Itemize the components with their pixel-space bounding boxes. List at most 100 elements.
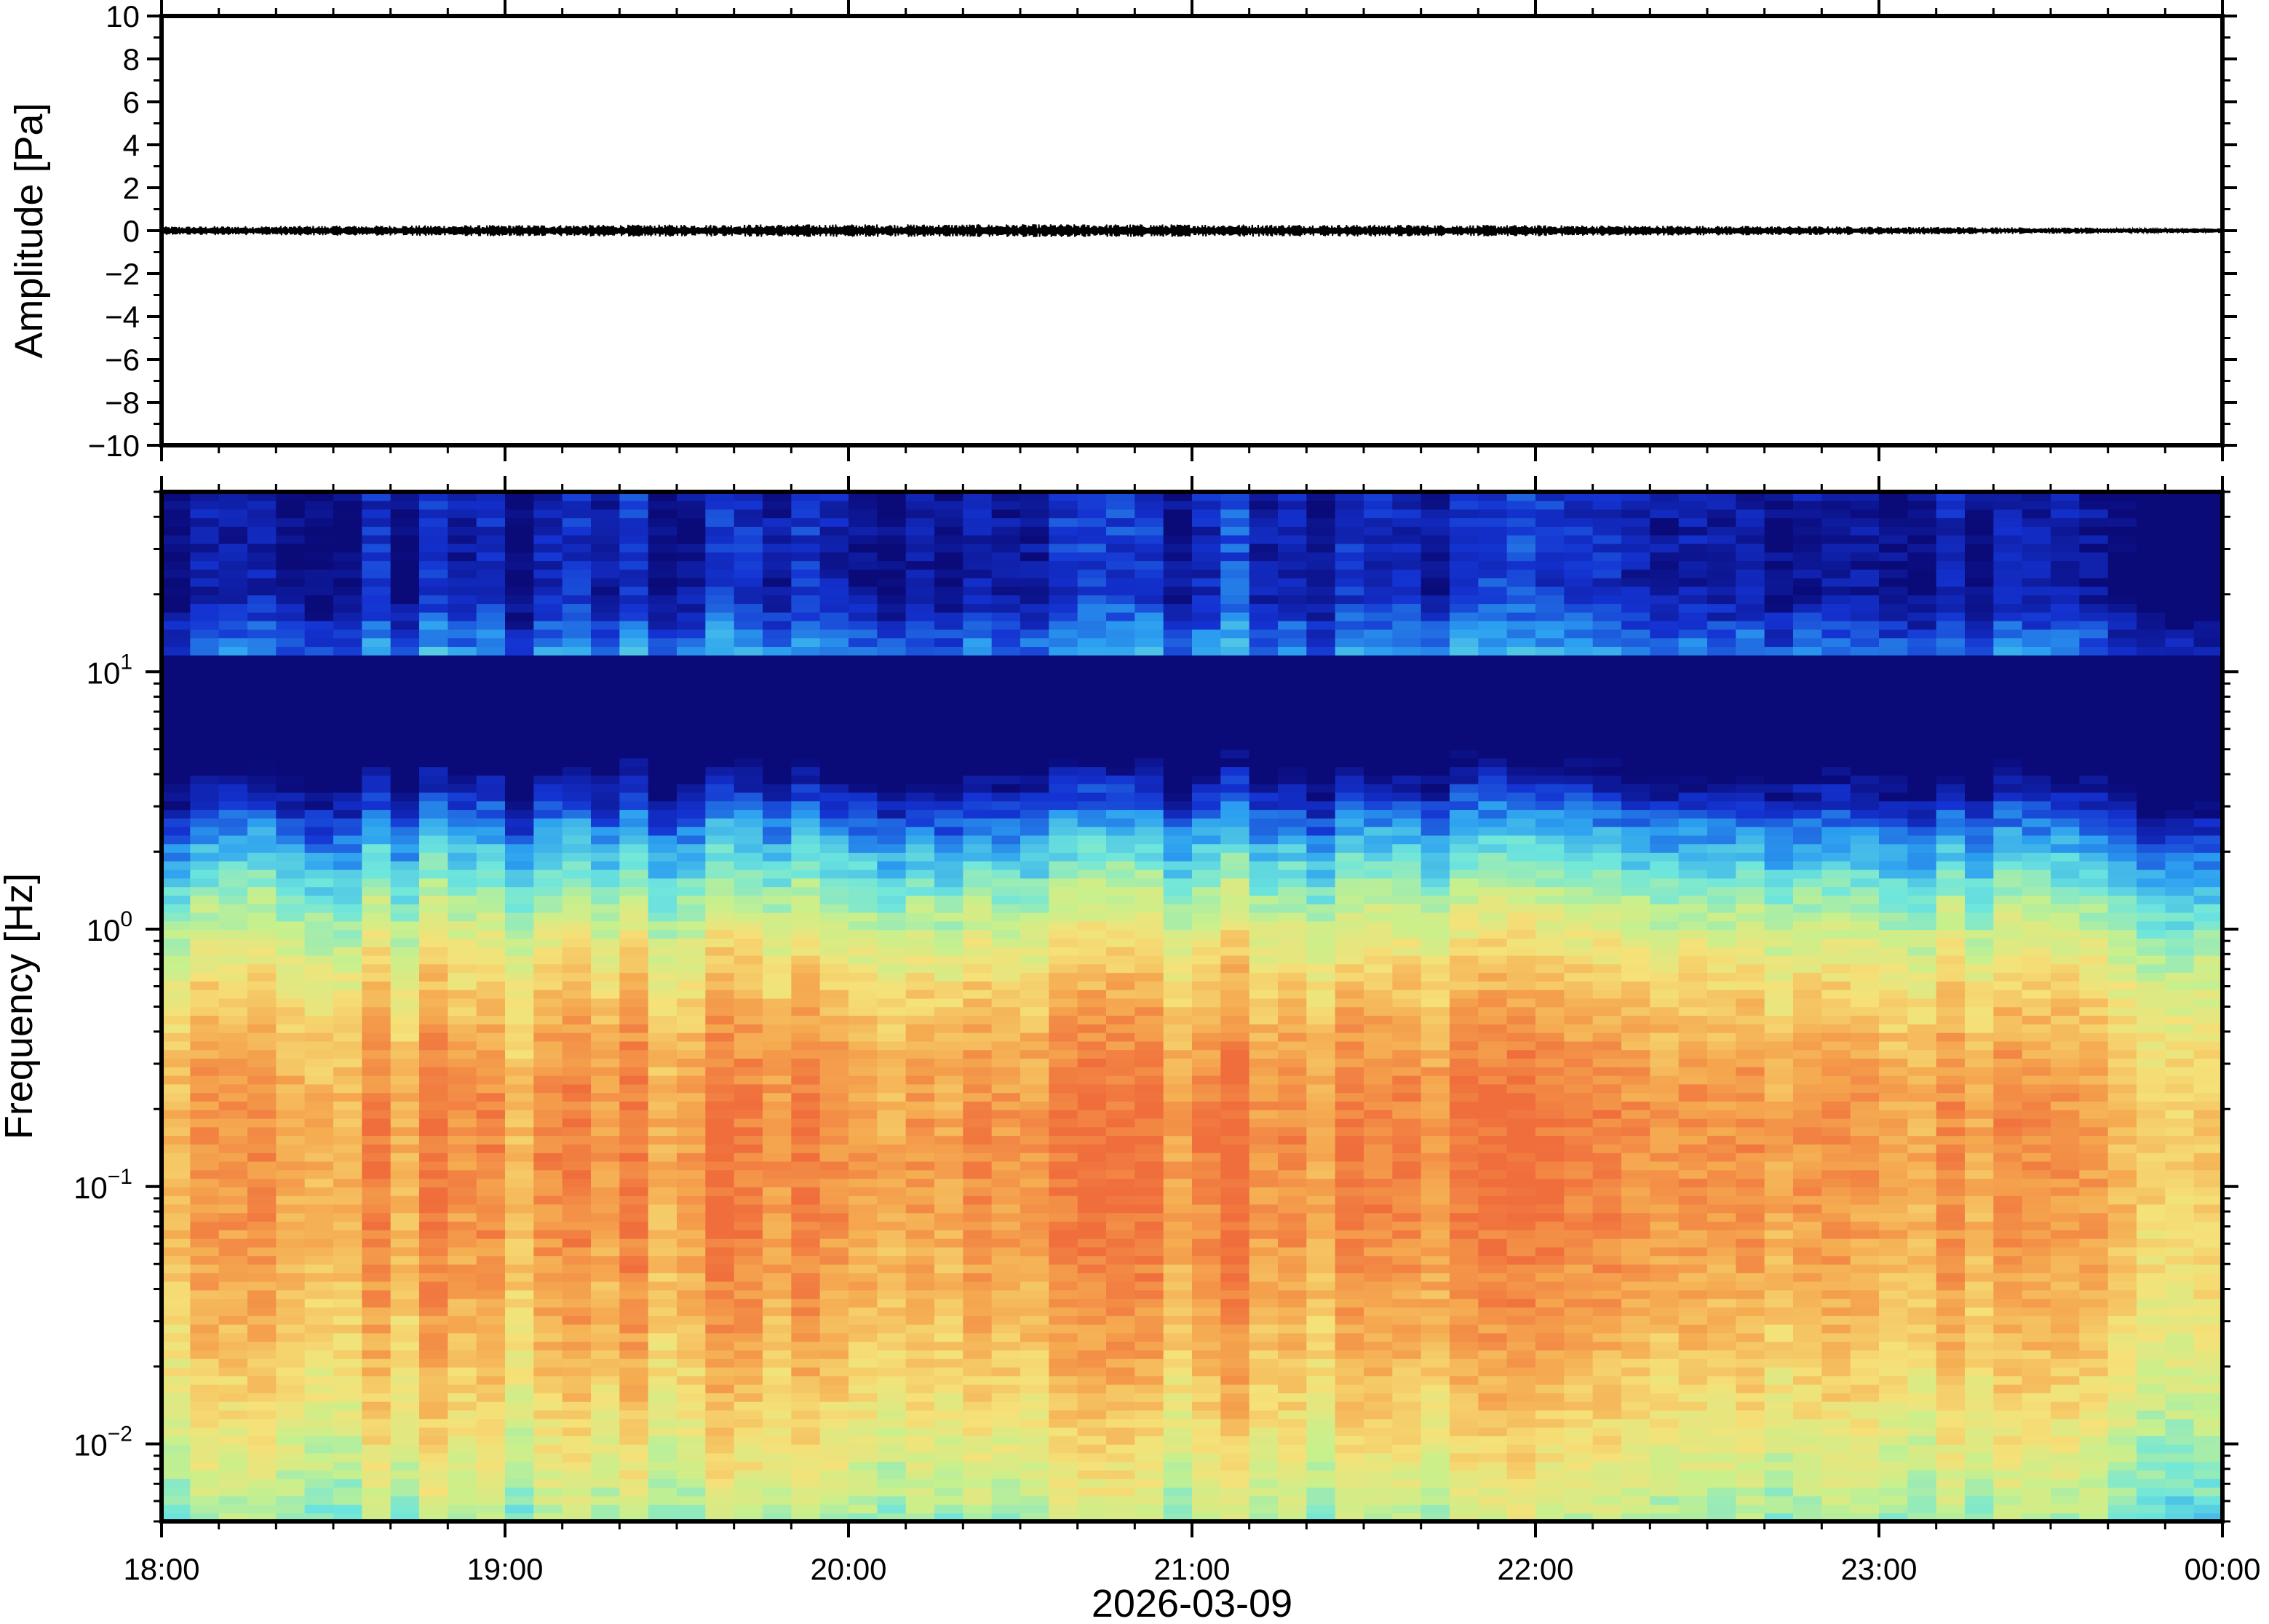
spectrogram-cell	[905, 1341, 935, 1350]
spectrogram-cell	[1134, 740, 1164, 750]
spectrogram-cell	[390, 1452, 420, 1462]
spectrogram-cell	[304, 620, 334, 630]
spectrogram-cell	[905, 534, 935, 544]
spectrogram-cell	[819, 552, 849, 562]
spectrogram-cell	[190, 698, 220, 707]
spectrogram-cell	[1049, 1366, 1078, 1377]
spectrogram-cell	[304, 1350, 334, 1359]
spectrogram-cell	[304, 1315, 334, 1325]
spectrogram-cell	[218, 492, 248, 501]
spectrogram-cell	[963, 1358, 993, 1368]
spectrogram-cell	[1106, 1126, 1136, 1137]
spectrogram-cell	[1020, 800, 1050, 811]
spectrogram-cell	[591, 526, 621, 536]
spectrogram-cell	[905, 912, 935, 922]
spectrogram-cell	[190, 877, 220, 888]
spectrogram-cell	[991, 1195, 1021, 1205]
spectrogram-cell	[934, 680, 964, 690]
spectrogram-cell	[1020, 972, 1050, 982]
spectrogram-cell	[791, 1067, 821, 1076]
spectrogram-cell	[905, 826, 935, 836]
spectrogram-cell	[1220, 1161, 1250, 1171]
spectrogram-cell	[419, 938, 449, 947]
spectrogram-cell	[1163, 1298, 1193, 1308]
spectrogram-cell	[362, 1212, 392, 1222]
spectrogram-cell	[877, 955, 907, 965]
spectrogram-cell	[619, 1452, 649, 1462]
spectrogram-cell	[304, 749, 334, 759]
spectrogram-cell	[819, 1495, 849, 1505]
spectrogram-cell	[877, 1495, 907, 1505]
spectrogram-cell	[705, 766, 735, 776]
spectrogram-cell	[390, 1350, 420, 1359]
spectrogram-cell	[304, 1255, 334, 1265]
spectrogram-cell	[1134, 809, 1164, 819]
spectrogram-cell	[1106, 843, 1136, 853]
spectrogram-cell	[877, 1470, 907, 1479]
spectrogram-cell	[562, 672, 592, 682]
spectrogram-cell	[963, 1393, 993, 1402]
spectrogram-cell	[677, 509, 707, 519]
spectrogram-cell	[505, 612, 535, 621]
spectrogram-cell	[677, 1504, 707, 1514]
waveform-y-tick-label: −2	[105, 257, 140, 291]
spectrogram-cell	[1163, 1187, 1193, 1196]
spectrogram-cell	[304, 1298, 334, 1308]
spectrogram-cell	[276, 1513, 306, 1521]
spectrogram-cell	[1220, 500, 1250, 510]
spectrogram-cell	[1163, 1358, 1193, 1368]
spectrogram-cell	[448, 963, 477, 974]
spectrogram-cell	[304, 972, 334, 982]
spectrogram-cell	[648, 1427, 677, 1436]
spectrogram-cell	[362, 826, 392, 836]
spectrogram-cell	[1134, 1049, 1164, 1059]
spectrogram-cell	[934, 1350, 964, 1359]
spectrogram-cell	[390, 998, 420, 1008]
spectrogram-cell	[1134, 929, 1164, 939]
spectrogram-cell	[991, 1246, 1021, 1257]
spectrogram-cell	[276, 569, 306, 578]
spectrogram-cell	[505, 955, 535, 965]
spectrogram-cell	[448, 1470, 477, 1479]
spectrogram-cell	[362, 1401, 392, 1411]
spectrogram-cell	[1163, 1273, 1193, 1282]
spectrogram-cell	[963, 577, 993, 587]
spectrogram-cell	[562, 972, 592, 982]
spectrogram-cell	[476, 1384, 506, 1393]
spectrogram-cell	[218, 1427, 248, 1436]
spectrogram-cell	[905, 895, 935, 904]
spectrogram-cell	[619, 1015, 649, 1024]
spectrogram-cell	[247, 1298, 277, 1308]
spectrogram-cell	[1249, 723, 1279, 733]
spectrogram-cell	[591, 534, 621, 544]
spectrogram-cell	[1163, 981, 1193, 990]
spectrogram-cell	[333, 792, 363, 802]
spectrogram-cell	[648, 1255, 677, 1265]
spectrogram-cell	[1192, 1332, 1222, 1342]
spectrogram-cell	[763, 1049, 792, 1059]
spectrogram-cell	[304, 612, 334, 621]
spectrogram-cell	[247, 852, 277, 861]
spectrogram-cell	[677, 895, 707, 904]
spectrogram-cell	[991, 1470, 1021, 1479]
spectrogram-cell	[763, 1187, 792, 1196]
spectrogram-cell	[619, 1238, 649, 1248]
spectrogram-cell	[333, 783, 363, 793]
spectrogram-cell	[304, 1307, 334, 1316]
spectrogram-cell	[819, 1110, 849, 1119]
spectrogram-cell	[476, 1135, 506, 1145]
spectrogram-cell	[304, 1006, 334, 1016]
spectrogram-cell	[562, 1092, 592, 1102]
spectrogram-cell	[934, 586, 964, 596]
spectrogram-cell	[619, 517, 649, 527]
spectrogram-cell	[963, 1024, 993, 1033]
spectrogram-cell	[218, 757, 248, 768]
spectrogram-cell	[849, 1032, 878, 1042]
spectrogram-cell	[1106, 1307, 1136, 1316]
spectrogram-cell	[677, 655, 707, 664]
spectrogram-cell	[162, 715, 191, 725]
spectrogram-cell	[190, 912, 220, 922]
spectrogram-cell	[1192, 775, 1222, 784]
spectrogram-cell	[1020, 698, 1050, 707]
spectrogram-cell	[963, 1418, 993, 1428]
